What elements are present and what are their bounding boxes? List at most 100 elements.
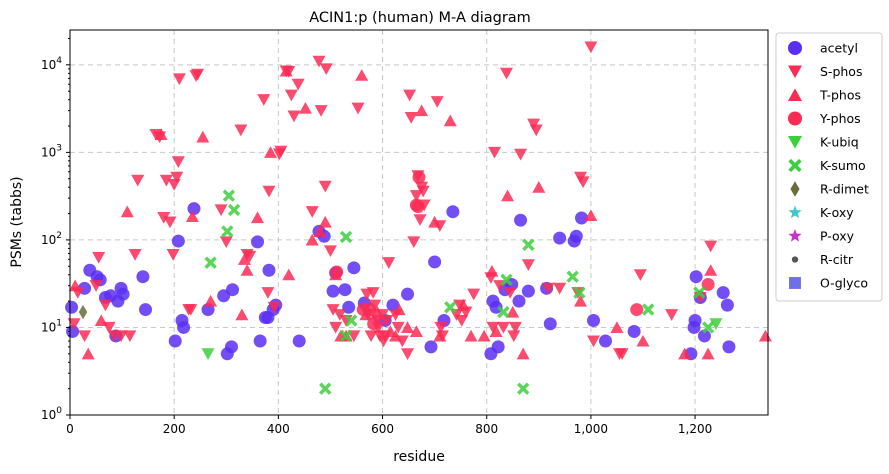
s-phos-point [529,124,543,137]
s-phos-point [503,287,517,299]
t-phos-point [758,329,772,342]
x-tick-label: 1,000 [574,422,608,436]
s-phos-point [261,287,275,299]
y-tick-label: 101 [41,318,62,334]
acetyl-point [575,211,589,225]
s-phos-point [380,315,394,327]
t-phos-point [240,264,254,276]
k-ubiq-point [201,348,215,360]
acetyl-point [168,334,182,348]
y-phos-point [367,317,381,331]
t-phos-point [464,329,478,342]
acetyl-point [171,234,185,248]
s-phos-point [159,174,173,187]
y-phos-point [701,277,715,291]
s-phos-point [413,214,427,226]
t-phos-point [298,101,312,114]
y-tick-label: 100 [41,406,62,422]
s-phos-point [455,315,469,327]
s-phos-point [172,73,186,86]
t-phos-point [704,264,718,276]
y-phos-point [411,200,425,214]
t-phos-point [678,347,692,360]
s-phos-point [615,348,629,360]
acetyl-point [253,334,267,348]
t-phos-point [305,233,319,246]
t-phos-point [318,215,332,228]
gridlines [70,30,768,415]
acetyl-point [722,340,736,354]
s-phos-point [314,105,328,117]
s-phos-point [214,204,228,217]
s-phos-point [500,67,514,80]
k-sumo-point [345,314,358,327]
t-phos-point [489,325,503,337]
t-phos-point [433,329,447,342]
s-phos-point [267,301,281,314]
t-phos-point [370,305,384,318]
r-dimet-legend-marker [790,181,800,197]
s-phos-point [319,63,333,76]
s-phos-point [163,216,177,229]
acetyl-point [424,340,438,354]
k-sumo-point [693,286,706,299]
o-glyco-legend-label: O-glyco [820,276,868,291]
s-phos-point [131,174,145,187]
s-phos-point [291,78,305,91]
acetyl-point [401,287,415,301]
t-phos-point [94,314,108,327]
t-phos-point [389,329,403,342]
t-phos-point [584,209,598,222]
s-phos-point [584,41,598,54]
acetyl-point [226,283,240,297]
s-phos-point [89,280,103,292]
s-phos-point [171,156,185,168]
legend-items: acetyl S-phos T-phos Y-phos K-ubiq K-sumo R-di… [788,41,869,291]
s-phos-point [305,206,319,218]
s-phos-point [114,330,128,343]
r-citr-legend-label: R-citr [820,252,854,267]
s-phos-point [382,257,396,269]
s-phos-point [67,318,81,331]
acetyl-legend-marker [788,41,802,55]
s-phos-point [416,185,430,198]
s-phos-point [287,110,301,123]
acetyl-point [716,286,730,300]
k-sumo-point [339,230,353,244]
s-phos-point [166,249,180,261]
k-sumo-point [222,189,236,202]
k-sumo-legend-label: K-sumo [820,158,866,173]
acetyl-point [347,261,361,275]
k-ubiq-legend-label: K-ubiq [820,135,859,150]
t-phos-point [610,321,624,333]
acetyl-point [689,270,703,284]
s-phos-point [514,148,528,161]
s-phos-point [184,304,198,316]
t-phos-point [235,308,249,321]
acetyl-point [177,320,191,334]
y-phos-point [412,170,426,184]
acetyl-point [292,334,306,348]
s-phos-point [486,321,500,334]
acetyl-point [491,340,505,354]
t-phos-point [415,104,429,117]
s-phos-point [521,259,535,271]
x-axis-title: residue [393,449,445,465]
k-sumo-point [444,301,457,314]
s-phos-point [665,309,679,321]
t-phos-point [401,321,415,333]
legend-box [775,32,883,302]
acetyl-point [598,334,612,348]
k-sumo-point [642,303,655,316]
s-phos-point [323,245,337,258]
s-phos-point [284,89,298,102]
plot-frame [69,29,769,416]
k-sumo-legend-marker [788,158,802,173]
t-phos-legend-marker [788,88,802,101]
acetyl-point [262,263,276,277]
k-ubiq-point [709,318,723,331]
k-sumo-point [319,382,332,395]
t-phos-point [238,253,251,265]
s-phos-point [407,236,421,249]
s-phos-point [368,299,382,312]
